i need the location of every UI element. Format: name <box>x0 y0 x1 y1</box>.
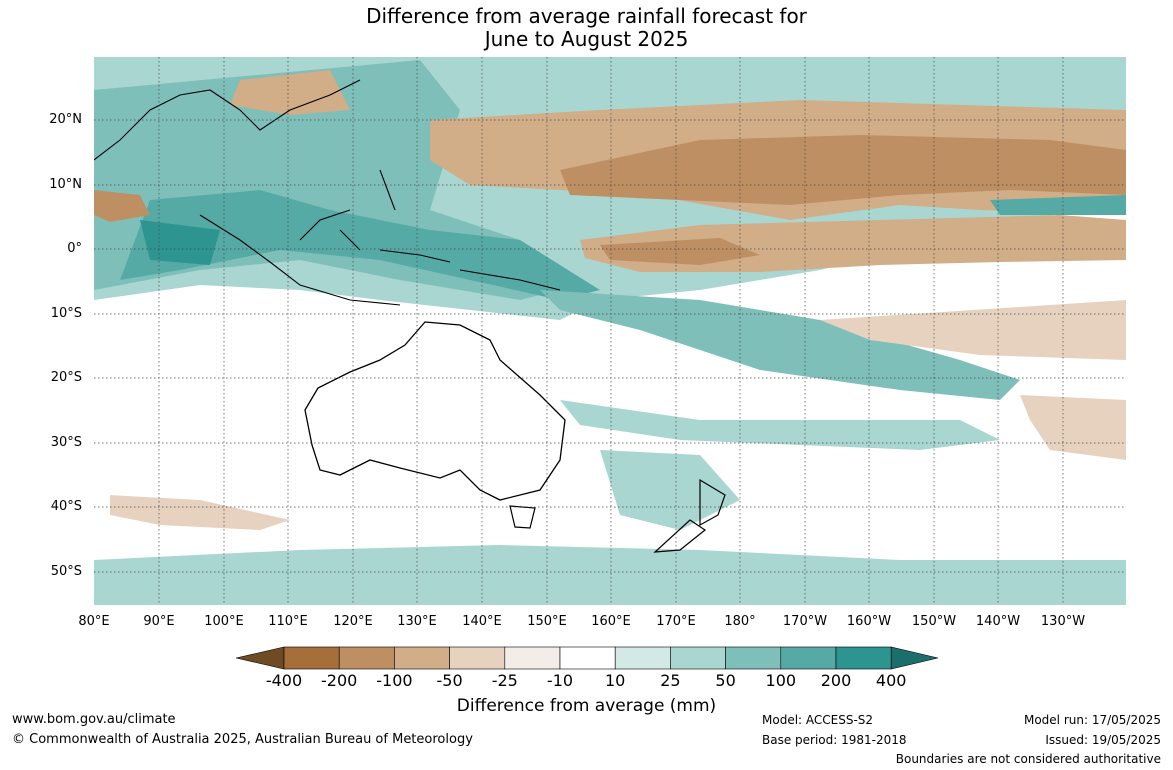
wet-band-southern-ocean <box>94 545 1126 605</box>
lon-label-90e: 90°E <box>143 614 175 629</box>
lat-label-50s: 50°S <box>50 564 82 579</box>
colorbar <box>235 646 939 670</box>
wet-patch-new-zealand <box>600 450 740 530</box>
colorbar-swatch <box>780 646 837 670</box>
wet-band-tasman <box>560 400 1000 450</box>
wet-region-deep <box>140 220 220 265</box>
boundaries-disclaimer: Boundaries are not considered authoritat… <box>895 752 1161 766</box>
colorbar-extend-low <box>235 646 285 670</box>
lon-label-150w: 150°W <box>911 614 957 629</box>
lat-label-10s: 10°S <box>50 306 82 321</box>
dry-patch-south-pacific <box>820 300 1126 360</box>
colorbar-tick-label: 25 <box>660 671 681 690</box>
colorbar-tick-label: 100 <box>765 671 797 690</box>
lon-label-170e: 170°E <box>656 614 696 629</box>
colorbar-swatch <box>614 646 671 670</box>
graticule <box>94 57 1126 605</box>
wet-strip-north-pacific <box>990 195 1126 215</box>
colorbar-tick-label: 400 <box>875 671 907 690</box>
wet-region-core <box>120 190 600 300</box>
lon-label-160w: 160°W <box>846 614 892 629</box>
website-url: www.bom.gov.au/climate <box>12 712 176 727</box>
colorbar-swatch <box>670 646 726 670</box>
colorbar-tick-label: 10 <box>605 671 626 690</box>
dry-patch-sri-lanka <box>94 190 150 222</box>
lat-label-10n: 10°N <box>49 177 82 192</box>
dry-patch-southern-ocean <box>110 495 290 530</box>
lon-label-130e: 130°E <box>397 614 437 629</box>
dry-band-equatorial-core <box>600 238 760 265</box>
map-title-line-1: Difference from average rainfall forecas… <box>366 4 807 28</box>
colorbar-label: Difference from average (mm) <box>456 696 717 716</box>
colorbar-swatch <box>504 646 561 670</box>
model-run-date: Model run: 17/05/2025 <box>1023 713 1161 727</box>
colorbar-swatch <box>283 646 340 670</box>
colorbar-tick-label: 50 <box>715 671 736 690</box>
asia-coastline <box>94 79 361 161</box>
colorbar-tick-label: -10 <box>546 671 574 690</box>
colorbar-tick-label: -400 <box>265 671 303 690</box>
new-zealand-coastline <box>653 478 726 553</box>
lon-label-150e: 150°E <box>527 614 567 629</box>
lat-label-40s: 40°S <box>50 499 82 514</box>
lon-label-170w: 170°W <box>782 614 828 629</box>
lat-label-30s: 30°S <box>50 435 82 450</box>
lon-label-110e: 110°E <box>268 614 308 629</box>
wet-band-spcz <box>540 290 1020 400</box>
lon-label-160e: 160°E <box>591 614 631 629</box>
colorbar-swatch <box>394 646 450 670</box>
lon-label-80e: 80°E <box>78 614 110 629</box>
dry-patch-east <box>1020 395 1126 460</box>
lon-label-140w: 140°W <box>975 614 1021 629</box>
dry-band-core <box>560 135 1126 205</box>
maritime-continent-coastlines <box>199 169 561 306</box>
australia-coastline <box>304 321 566 501</box>
colorbar-tick-label: -50 <box>436 671 463 690</box>
colorbar-swatch <box>835 646 892 670</box>
lon-label-120e: 120°E <box>333 614 373 629</box>
lon-label-180: 180° <box>724 614 756 629</box>
issued-date: Issued: 19/05/2025 <box>1045 733 1161 747</box>
colorbar-swatch <box>725 646 782 670</box>
base-period: Base period: 1981-2018 <box>762 733 907 747</box>
colorbar-swatch <box>338 646 395 670</box>
copyright-notice: © Commonwealth of Australia 2025, Austra… <box>12 732 473 747</box>
colorbar-tick-label: -200 <box>321 671 358 690</box>
colorbar-extend-high <box>890 646 939 670</box>
lat-label-20s: 20°S <box>50 370 82 385</box>
dry-patch-mainland-se-asia <box>230 70 350 115</box>
colorbar-swatch <box>449 646 506 670</box>
colorbar-tick-label: -25 <box>491 671 518 690</box>
colorbar-tick-label: 200 <box>820 671 852 690</box>
lon-label-130w: 130°W <box>1040 614 1086 629</box>
lon-label-140e: 140°E <box>462 614 502 629</box>
map-field <box>94 57 1126 605</box>
lon-label-100e: 100°E <box>204 614 244 629</box>
colorbar-tick-label: -100 <box>376 671 413 690</box>
model-name: Model: ACCESS-S2 <box>762 713 874 727</box>
map-title-line-2: June to August 2025 <box>484 27 689 51</box>
lat-label-0: 0° <box>67 241 82 256</box>
lat-label-20n: 20°N <box>49 112 82 127</box>
colorbar-swatch <box>559 646 616 670</box>
